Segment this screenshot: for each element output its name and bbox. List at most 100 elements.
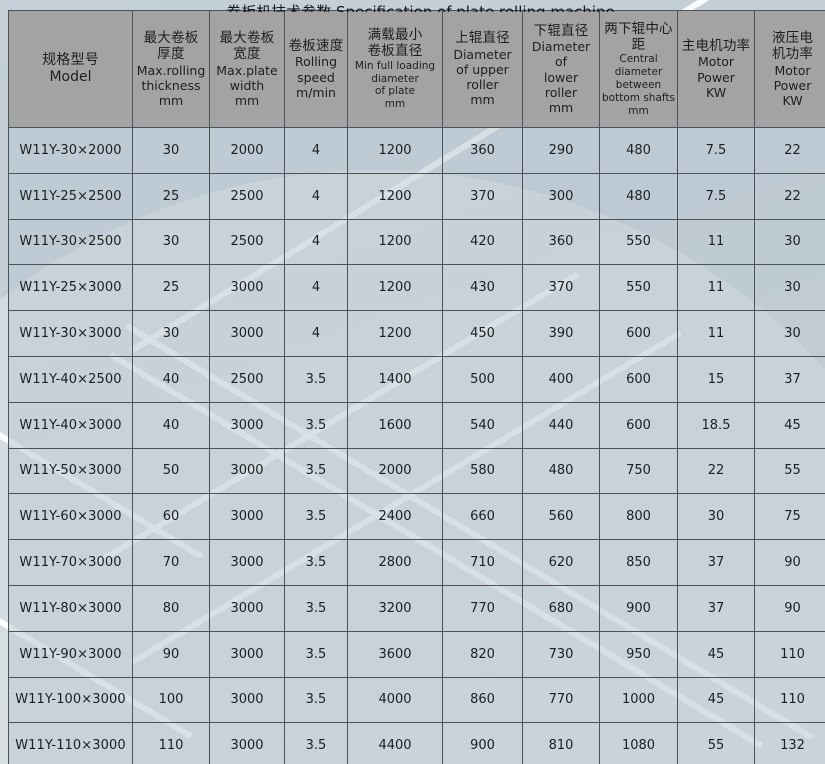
cell-max-plate-width: 3000 [209,401,285,449]
column-header-central-diameter-bottom-shafts-en: Central [619,53,658,66]
cell-hydraulic-motor-power: 110 [754,630,825,678]
cell-central-diameter-bottom-shafts: 480 [599,172,678,220]
cell-motor-power: 11 [677,310,755,357]
specification-table-container: 卷板机技术参数 Specification of plate rolling m… [8,3,825,764]
cell-hydraulic-motor-power: 22 [754,127,825,174]
cell-max-plate-width: 3000 [209,264,285,312]
cell-rolling-speed: 3.5 [284,401,348,449]
table-row: W11Y-100×3000 100 3000 3.5 4000 860 770 1000 45 1… [8,676,825,724]
cell-rolling-speed: 4 [284,218,348,266]
cell-max-rolling-thickness: 90 [132,630,210,678]
column-header-diameter-upper-roller-cn: 上辊直径 [455,30,510,47]
cell-central-diameter-bottom-shafts: 800 [599,493,678,541]
cell-min-full-loading-diameter: 1400 [347,355,443,403]
cell-model: W11Y-50×3000 [8,447,133,495]
cell-model: W11Y-90×3000 [8,630,133,678]
cell-rolling-speed: 4 [284,264,348,312]
cell-central-diameter-bottom-shafts: 550 [599,264,678,312]
cell-max-plate-width: 3000 [209,447,285,495]
column-header-diameter-upper-roller-en2: of upper [456,61,509,77]
column-header-rolling-speed-cn: 卷板速度 [288,37,344,54]
cell-max-rolling-thickness: 100 [132,676,210,724]
cell-max-rolling-thickness: 110 [132,722,210,764]
cell-diameter-upper-roller: 540 [442,401,523,449]
cell-model: W11Y-40×2500 [8,355,133,403]
column-header-min-full-loading-diameter-cn2: 卷板直径 [367,43,423,60]
cell-min-full-loading-diameter: 4000 [347,676,443,724]
cell-min-full-loading-diameter: 4400 [347,722,443,764]
cell-diameter-lower-roller: 290 [522,127,600,174]
cell-diameter-lower-roller: 680 [522,584,600,632]
column-header-min-full-loading-diameter-en2: diameter [371,72,419,85]
column-header-max-plate-width-unit: mm [234,93,260,109]
cell-max-plate-width: 3000 [209,676,285,724]
cell-max-rolling-thickness: 50 [132,447,210,495]
cell-rolling-speed: 3.5 [284,722,348,764]
cell-diameter-upper-roller: 770 [442,584,523,632]
cell-max-plate-width: 3000 [209,584,285,632]
cell-hydraulic-motor-power: 45 [754,401,825,449]
cell-diameter-lower-roller: 360 [522,218,600,266]
cell-hydraulic-motor-power: 132 [754,722,825,764]
cell-central-diameter-bottom-shafts: 600 [599,401,678,449]
cell-model: W11Y-25×3000 [8,264,133,312]
cell-min-full-loading-diameter: 1200 [347,172,443,220]
cell-central-diameter-bottom-shafts: 750 [599,447,678,495]
cell-max-plate-width: 2500 [209,172,285,220]
column-header-motor-power-cn: 主电机功率 [681,37,751,54]
cell-central-diameter-bottom-shafts: 600 [599,310,678,357]
column-header-min-full-loading-diameter: 满载最小 卷板直径 Min full loading diameter of p… [347,10,443,128]
column-header-max-plate-width-en2: width [229,77,265,93]
cell-diameter-upper-roller: 860 [442,676,523,724]
table-row: W11Y-110×3000 110 3000 3.5 4400 900 810 1080 55 1… [8,722,825,764]
cell-model: W11Y-100×3000 [8,676,133,724]
cell-max-rolling-thickness: 25 [132,264,210,312]
table-row: W11Y-90×3000 90 3000 3.5 3600 820 730 950 45 110 [8,630,825,678]
table-row: W11Y-25×3000 25 3000 4 1200 430 370 550 11 30 [8,264,825,312]
cell-max-rolling-thickness: 30 [132,218,210,266]
column-header-hydraulic-motor-power-unit: KW [782,93,803,109]
column-header-hydraulic-motor-power-cn: 液压电 [771,29,814,46]
cell-max-rolling-thickness: 60 [132,493,210,541]
cell-motor-power: 37 [677,584,755,632]
column-header-max-plate-width-cn: 最大卷板 [219,29,275,46]
cell-max-rolling-thickness: 25 [132,172,210,220]
column-header-hydraulic-motor-power-cn2: 机功率 [771,46,814,63]
column-header-rolling-speed-en2: speed [297,69,335,85]
cell-diameter-upper-roller: 660 [442,493,523,541]
column-header-rolling-speed-en: Rolling [294,54,338,70]
column-header-max-rolling-thickness: 最大卷板 厚度 Max.rolling thickness mm [132,10,210,128]
cell-hydraulic-motor-power: 30 [754,218,825,266]
column-header-central-diameter-bottom-shafts: 两下辊中心距 Central diameter between bottom s… [599,10,678,128]
column-header-diameter-upper-roller: 上辊直径 Diameter of upper roller mm [442,10,523,128]
specification-table: 规格型号 Model 最大卷板 厚度 Max.rolling thickness… [8,10,825,764]
column-header-hydraulic-motor-power-en2: Power [773,77,812,93]
cell-min-full-loading-diameter: 1200 [347,310,443,357]
column-header-motor-power-en: Motor [697,54,735,70]
cell-motor-power: 11 [677,264,755,312]
cell-model: W11Y-80×3000 [8,584,133,632]
column-header-max-rolling-thickness-en2: thickness [141,77,201,93]
cell-model: W11Y-40×3000 [8,401,133,449]
column-header-max-plate-width-cn2: 宽度 [233,46,261,63]
column-header-min-full-loading-diameter-cn: 满载最小 [367,26,423,43]
column-header-max-rolling-thickness-unit: mm [158,93,184,109]
column-header-diameter-lower-roller: 下辊直径 Diameter of lower roller mm [522,10,600,128]
cell-central-diameter-bottom-shafts: 1000 [599,676,678,724]
cell-central-diameter-bottom-shafts: 900 [599,584,678,632]
column-header-model-en: Model [49,69,92,85]
cell-hydraulic-motor-power: 30 [754,264,825,312]
cell-diameter-upper-roller: 500 [442,355,523,403]
cell-min-full-loading-diameter: 2800 [347,539,443,586]
column-header-model-cn: 规格型号 [42,51,99,68]
column-header-min-full-loading-diameter-unit: mm [384,98,406,111]
table-row: W11Y-30×3000 30 3000 4 1200 450 390 600 11 30 [8,310,825,357]
cell-diameter-upper-roller: 710 [442,539,523,586]
cell-rolling-speed: 3.5 [284,539,348,586]
cell-rolling-speed: 3.5 [284,447,348,495]
table-row: W11Y-30×2000 30 2000 4 1200 360 290 480 7.5 22 [8,127,825,174]
column-header-diameter-lower-roller-en2: of [554,54,568,70]
table-row: W11Y-60×3000 60 3000 3.5 2400 660 560 800 30 75 [8,493,825,541]
cell-model: W11Y-60×3000 [8,493,133,541]
cell-motor-power: 30 [677,493,755,541]
